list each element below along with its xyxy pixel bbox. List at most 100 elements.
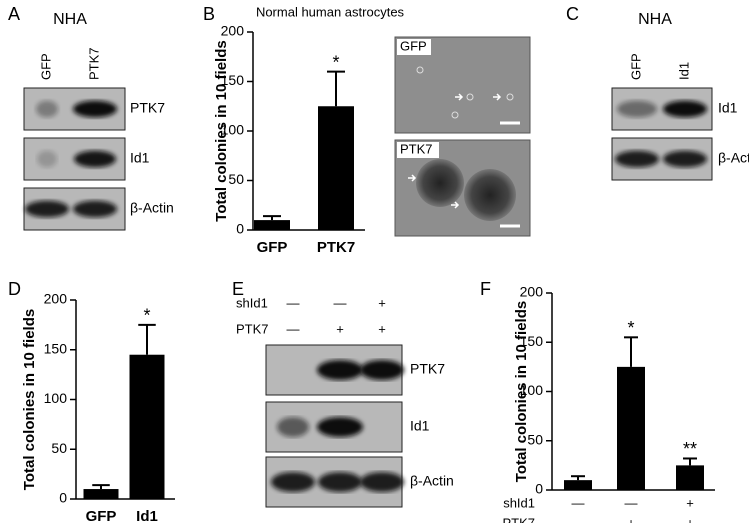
x-tick-label: GFP [257, 239, 288, 256]
condition-sign: + [378, 321, 386, 336]
cell [451, 111, 459, 119]
condition-name: PTK7 [502, 515, 535, 523]
blot-band [74, 150, 116, 168]
x-tick-label: PTK7 [317, 239, 355, 256]
condition-sign: + [627, 515, 635, 523]
blot-title: NHA [638, 11, 672, 28]
y-tick-label: 100 [44, 390, 68, 406]
arrow [408, 174, 417, 182]
blot-band [277, 417, 309, 437]
condition-sign: — [572, 495, 585, 510]
condition-name: PTK7 [236, 321, 269, 336]
condition-sign: — [287, 321, 300, 336]
blot-band [73, 100, 117, 118]
blot-band [360, 472, 404, 492]
cell [466, 93, 474, 101]
lane-label: PTK7 [86, 47, 101, 80]
y-tick-label: 200 [44, 291, 68, 307]
arrow [451, 201, 460, 209]
y-tick-label: 0 [59, 490, 67, 506]
row-label: PTK7 [410, 361, 445, 377]
y-axis-label: Total colonies in 10 fields [213, 40, 230, 221]
significance-mark: * [143, 306, 150, 326]
row-label: Id1 [130, 150, 150, 166]
y-tick-label: 150 [520, 333, 544, 349]
y-tick-label: 150 [221, 72, 245, 88]
y-axis-label: Total colonies in 10 fields [513, 301, 530, 482]
micrograph-label-bg [397, 39, 431, 55]
condition-sign: + [336, 321, 344, 336]
micrograph-label: PTK7 [400, 141, 433, 156]
y-tick-label: 100 [221, 122, 245, 138]
condition-sign: — [334, 295, 347, 310]
condition-sign: — [287, 295, 300, 310]
significance-mark: * [332, 52, 339, 72]
bar [676, 465, 704, 490]
blot-band [318, 472, 362, 492]
y-tick-label: 200 [221, 23, 245, 39]
y-tick-label: 100 [520, 382, 544, 398]
condition-name: shId1 [236, 295, 268, 310]
blot-band [317, 417, 363, 437]
y-tick-label: 50 [527, 431, 543, 447]
lane-label: GFP [38, 53, 53, 80]
y-tick-label: 0 [535, 481, 543, 497]
colony [464, 169, 516, 221]
blot-band [37, 150, 57, 168]
condition-sign: — [572, 515, 585, 523]
blot-band [615, 150, 659, 168]
y-tick-label: 0 [236, 221, 244, 237]
x-tick-label: GFP [86, 508, 117, 523]
condition-sign: + [686, 495, 694, 510]
arrow [493, 93, 502, 101]
bar [254, 220, 290, 230]
colony [416, 159, 464, 207]
y-tick-label: 150 [44, 340, 68, 356]
bar [617, 366, 645, 490]
row-label: β-Actin [718, 150, 749, 166]
row-label: Id1 [718, 100, 738, 116]
y-tick-label: 50 [51, 440, 67, 456]
y-axis-label: Total colonies in 10 fields [21, 309, 38, 490]
bar [83, 489, 119, 499]
bar [318, 106, 354, 230]
cell [506, 93, 514, 101]
row-label: Id1 [410, 418, 430, 434]
condition-sign: + [378, 295, 386, 310]
row-label: PTK7 [130, 100, 165, 116]
micrograph-label: GFP [400, 38, 427, 53]
chart-title: Normal human astrocytes [256, 4, 405, 19]
row-label: β-Actin [410, 473, 454, 489]
y-tick-label: 200 [520, 284, 544, 300]
blot-band [360, 360, 404, 380]
y-tick-label: 50 [228, 171, 244, 187]
panel-label: C [566, 4, 579, 24]
condition-sign: + [686, 515, 694, 523]
blot-band [663, 100, 707, 118]
condition-name: shId1 [503, 495, 535, 510]
panel-label: E [232, 279, 244, 299]
blot-band [617, 100, 657, 118]
row-label: β-Actin [130, 200, 174, 216]
x-tick-label: Id1 [136, 508, 158, 523]
significance-mark: ** [683, 439, 697, 459]
cell [416, 66, 424, 74]
condition-sign: — [625, 495, 638, 510]
panel-label: A [8, 4, 20, 24]
micrograph-label-bg [397, 142, 439, 158]
blot-band [317, 360, 363, 380]
lane-label: Id1 [676, 62, 691, 80]
blot-band [663, 150, 707, 168]
blot-band [36, 100, 58, 118]
bar [564, 480, 592, 490]
panel-label: F [480, 279, 491, 299]
panel-label: D [8, 279, 21, 299]
blot-band [73, 200, 117, 218]
blot-band [25, 200, 69, 218]
blot-band [271, 472, 315, 492]
lane-label: GFP [628, 53, 643, 80]
significance-mark: * [627, 318, 634, 338]
panel-label: B [203, 4, 215, 24]
arrow [455, 93, 464, 101]
